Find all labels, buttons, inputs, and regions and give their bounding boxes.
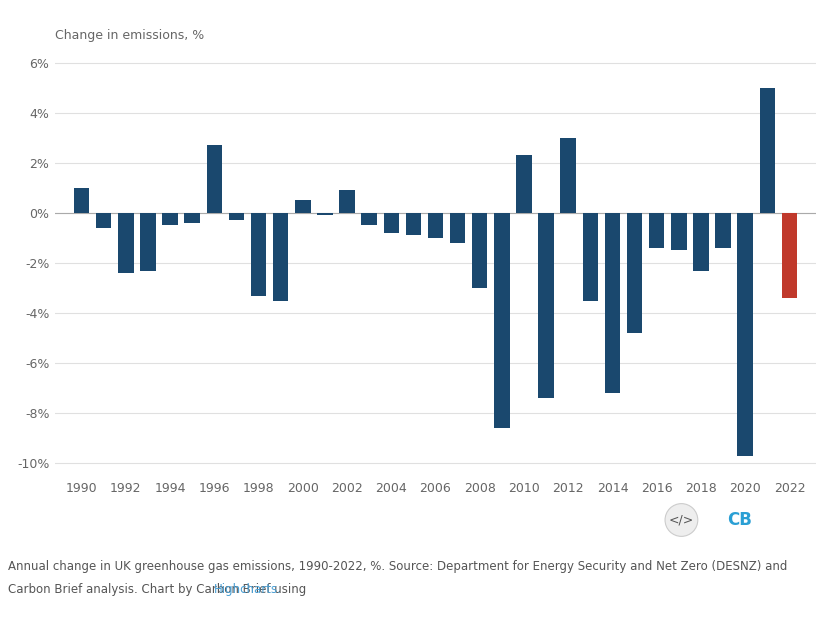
Bar xyxy=(472,213,488,288)
Bar xyxy=(693,213,709,271)
Bar xyxy=(361,213,377,225)
Bar xyxy=(140,213,155,271)
Bar xyxy=(627,213,642,333)
Bar xyxy=(583,213,598,300)
Bar xyxy=(649,213,665,248)
Bar xyxy=(96,213,111,228)
Text: Carbon Brief analysis. Chart by Carbon Brief using: Carbon Brief analysis. Chart by Carbon B… xyxy=(8,583,310,596)
Bar xyxy=(118,213,134,273)
Bar xyxy=(760,88,775,213)
Bar xyxy=(737,213,753,456)
Bar xyxy=(295,201,311,213)
Bar xyxy=(671,213,686,251)
Bar xyxy=(605,213,620,393)
Bar xyxy=(715,213,730,248)
Bar xyxy=(162,213,178,225)
Text: </>: </> xyxy=(669,514,694,526)
Text: Highcharts.: Highcharts. xyxy=(214,583,282,596)
Bar xyxy=(516,155,532,213)
Text: Change in emissions, %: Change in emissions, % xyxy=(55,29,204,42)
Bar xyxy=(273,213,288,300)
Bar xyxy=(782,213,797,298)
Bar xyxy=(251,213,266,295)
Bar xyxy=(207,145,222,213)
Text: CB: CB xyxy=(727,511,752,529)
Bar xyxy=(339,191,355,213)
Bar xyxy=(494,213,509,428)
Text: Annual change in UK greenhouse gas emissions, 1990-2022, %. Source: Department f: Annual change in UK greenhouse gas emiss… xyxy=(8,560,788,573)
Bar xyxy=(560,138,576,213)
Bar xyxy=(538,213,553,398)
Bar xyxy=(384,213,399,233)
Bar xyxy=(450,213,465,243)
Bar xyxy=(74,188,89,213)
Bar xyxy=(406,213,421,235)
Bar xyxy=(428,213,443,238)
Bar xyxy=(317,213,332,215)
Bar xyxy=(184,213,200,223)
Bar xyxy=(229,213,244,220)
